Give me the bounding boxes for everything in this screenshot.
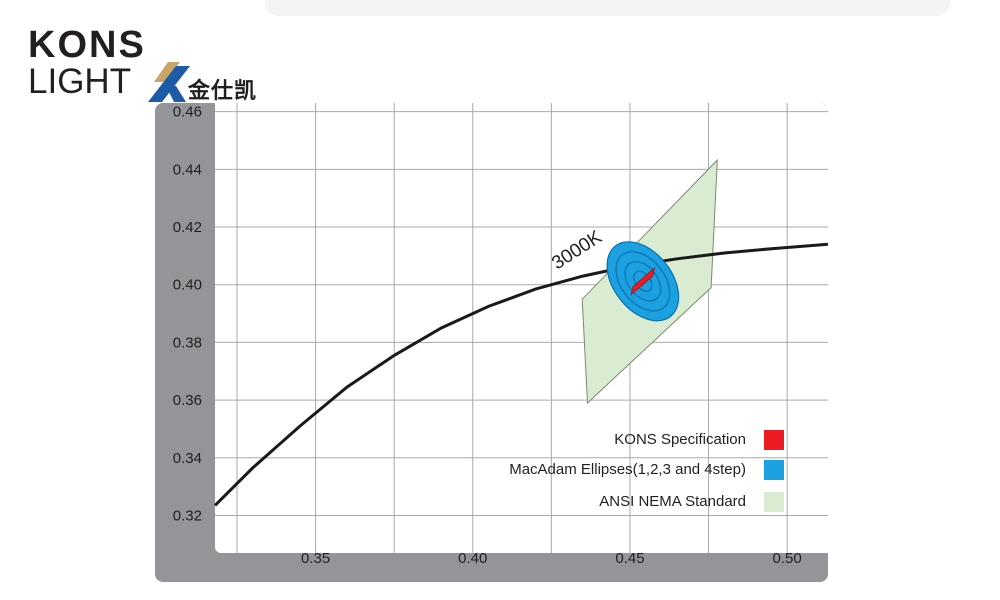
plot-area — [215, 103, 828, 553]
kons-spec-layer — [630, 266, 656, 296]
logo-chinese-name: 金仕凯 — [188, 79, 258, 104]
y-tick-label: 0.40 — [173, 277, 202, 294]
y-tick-label: 0.42 — [173, 219, 202, 236]
logo-line-kons: KONS — [28, 24, 146, 66]
kons-spec-quadrangle — [630, 266, 656, 296]
x-tick-label: 0.45 — [615, 550, 644, 567]
legend-item: ANSI NEMA Standard — [420, 492, 784, 512]
y-tick-label: 0.36 — [173, 392, 202, 409]
logo-line-light: LIGHT — [28, 62, 132, 101]
x-tick-label: 0.35 — [301, 550, 330, 567]
planckian-locus-curve — [213, 242, 829, 507]
annotation-layer: 3000K — [548, 226, 606, 274]
logo-mark-icon — [148, 62, 190, 102]
logo-mark-gold — [154, 62, 180, 82]
legend-label: MacAdam Ellipses(1,2,3 and 4step) — [509, 461, 746, 478]
logo-mark-blue-foot — [166, 86, 186, 102]
planckian-curve-layer — [213, 242, 829, 507]
x-tick-label: 0.50 — [773, 550, 802, 567]
y-tick-label: 0.38 — [173, 334, 202, 351]
legend-label: KONS Specification — [614, 431, 746, 448]
grid-layer — [215, 103, 828, 553]
logo-mark-blue — [148, 66, 190, 102]
legend-item: MacAdam Ellipses(1,2,3 and 4step) — [420, 460, 784, 480]
y-tick-label: 0.34 — [173, 450, 202, 467]
x-tick-label: 0.40 — [458, 550, 487, 567]
cct-annotation-label: 3000K — [548, 226, 606, 274]
legend-swatch — [764, 430, 784, 450]
top-band — [265, 0, 950, 16]
legend-item: KONS Specification — [420, 430, 784, 450]
y-tick-label: 0.44 — [173, 161, 202, 178]
y-tick-label: 0.32 — [173, 508, 202, 525]
tick-label-layer: 0.32 0.34 0.36 0.38 0.40 0.42 0.44 0.46 0.35 0.40… — [173, 104, 802, 567]
company-logo: KONS LIGHT 金仕凯 — [28, 26, 288, 106]
legend-swatch — [764, 492, 784, 512]
legend-swatch — [764, 460, 784, 480]
legend-label: ANSI NEMA Standard — [599, 493, 746, 510]
y-tick-label: 0.46 — [173, 104, 202, 121]
